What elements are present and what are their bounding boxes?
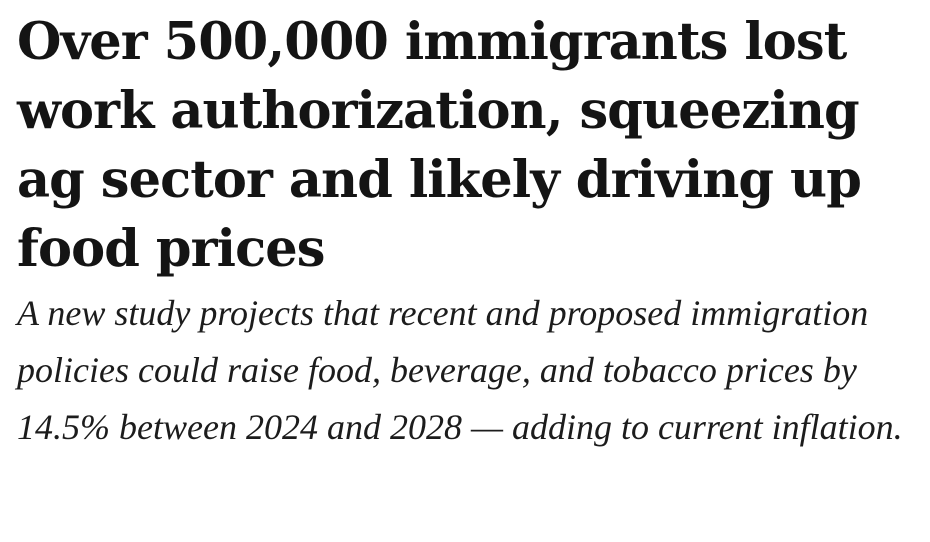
article-header: Over 500,000 immigrants lost work author… — [17, 8, 917, 456]
article-headline: Over 500,000 immigrants lost work author… — [17, 12, 862, 279]
article-subheadline: A new study projects that recent and pro… — [17, 293, 903, 447]
